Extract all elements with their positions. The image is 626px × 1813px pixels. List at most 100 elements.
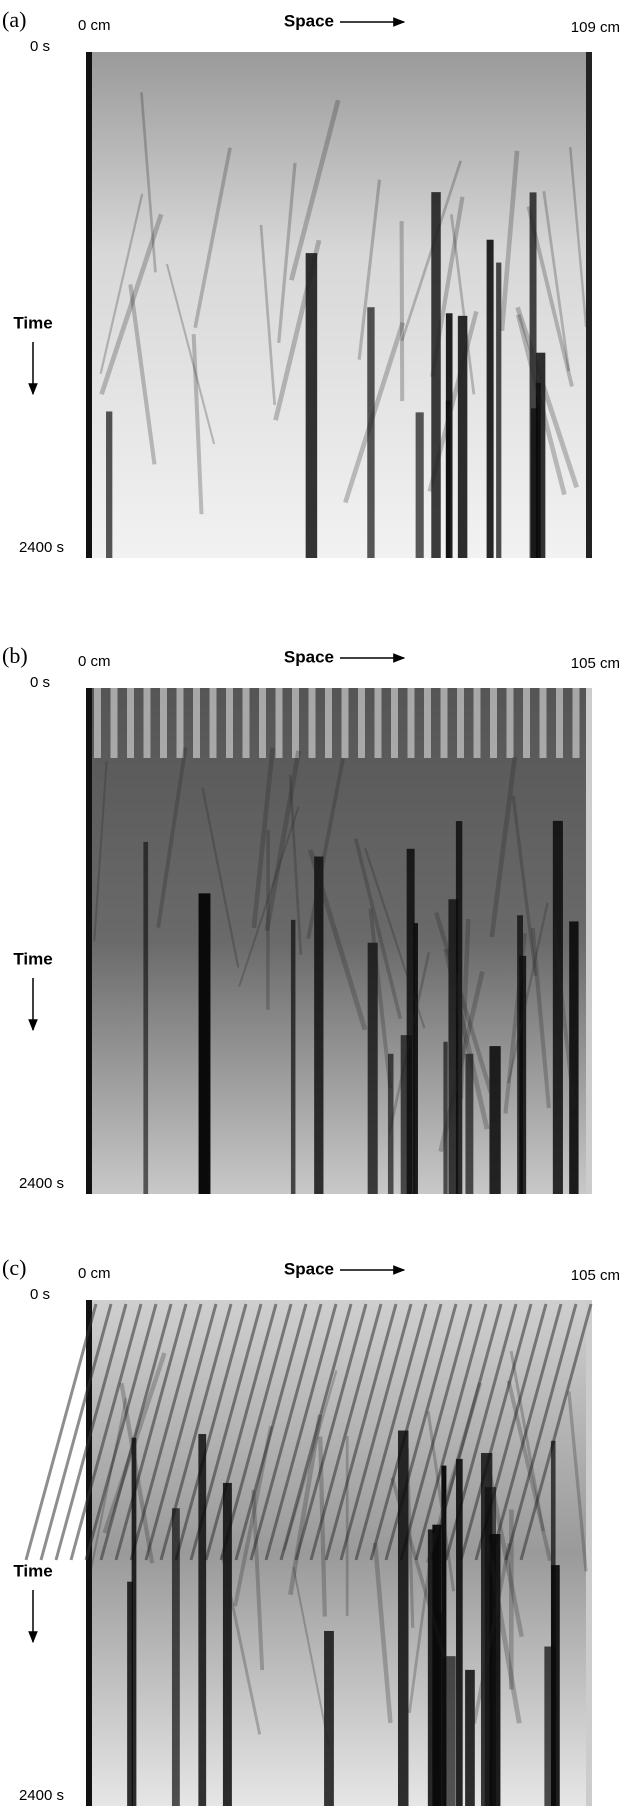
branch [93,760,108,942]
wave-streak [129,1303,203,1561]
space-label: Space [284,11,334,30]
stripe [496,262,502,558]
branch [273,239,322,421]
wave-streak [114,1303,188,1561]
branch [372,1542,393,1724]
image-edge [586,52,592,558]
branch [259,224,277,406]
stripe [397,1430,409,1806]
space-label: Space [284,1259,334,1278]
stripe [441,1465,447,1806]
branch [388,952,431,1133]
stripe [222,1482,232,1806]
wave-streak [69,1303,143,1561]
stripe [455,821,463,1194]
branch [489,756,518,938]
stripe [486,239,494,558]
branch [515,306,579,489]
time-label: Time [13,949,52,968]
stripe [290,919,296,1194]
branch [343,321,406,504]
wave-streak [399,1303,473,1561]
time-start: 0 s [30,38,50,55]
branch [408,1532,436,1714]
wave-comb [407,688,415,758]
time-end: 2400 s [19,539,64,556]
branch [292,1566,331,1748]
time-end: 2400 s [19,1175,64,1192]
image-background [86,688,592,1194]
wave-comb [160,688,167,758]
space-start: 0 cm [78,653,111,670]
branch [515,314,567,496]
wave-streak [459,1303,533,1561]
stripe [127,1581,133,1806]
stripe [324,1630,334,1806]
wave-streak [54,1303,128,1561]
wave-streak [99,1303,173,1561]
branch [438,971,485,1153]
branch [472,1543,512,1724]
wave-comb [176,688,184,758]
wave-streak [249,1303,323,1561]
panel-label: (c) [2,1255,26,1280]
branch [119,1382,155,1564]
branch [425,1382,483,1564]
branch [251,1489,265,1671]
space-start: 0 cm [78,17,111,34]
wave-streak [144,1303,218,1561]
branch [509,1350,545,1532]
stripe [406,848,415,1194]
stripe [387,1053,394,1194]
branch [193,147,232,329]
branch [353,838,403,1020]
branch [289,99,341,281]
stripe [143,841,149,1194]
wave-streak [504,1303,578,1561]
stripe [367,307,375,558]
wave-comb [110,688,118,758]
wave-comb [127,688,134,758]
branch [364,847,426,1029]
wave-comb [275,688,283,758]
stripe [552,820,563,1194]
branch [507,902,549,1084]
stripe [457,315,468,558]
wave-streak [234,1303,308,1561]
branch [88,1397,127,1579]
branch [443,948,490,1130]
branch [283,1370,338,1551]
stripe [544,1646,557,1806]
branch [405,1447,415,1628]
space-end: 105 cm [571,655,620,672]
branch [233,1425,273,1607]
stripe [465,1669,475,1806]
branch [511,795,538,976]
time-start: 0 s [30,674,50,691]
stripe [456,1458,463,1806]
branch [399,221,405,402]
branch [542,190,571,372]
wave-comb [308,688,316,758]
branch [201,787,240,968]
branch [99,213,164,396]
branch [427,310,479,492]
wave-streak [414,1303,488,1561]
wave-comb [259,688,266,758]
stripe [444,1656,456,1806]
branch [306,758,345,939]
branch [434,911,493,1094]
branch [277,162,297,344]
wave-comb [193,688,200,758]
wave-streak [39,1303,113,1561]
stripe [465,1053,474,1194]
space-end: 105 cm [571,1267,620,1284]
image-background [86,52,592,558]
wave-comb [242,688,250,758]
wave-comb [539,688,547,758]
wave-comb [325,688,332,758]
space-end: 109 cm [571,19,620,36]
stripe [529,192,537,559]
stripe [536,352,546,558]
wave-streak [354,1303,428,1561]
